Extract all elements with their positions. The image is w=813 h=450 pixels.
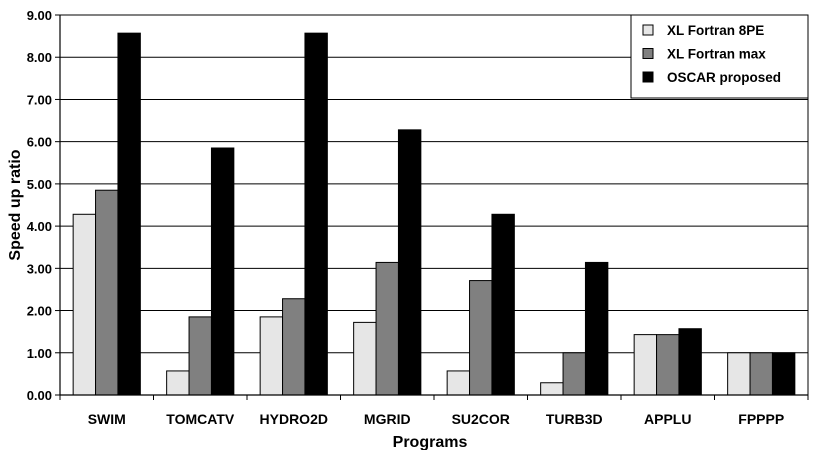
y-axis-title: Speed up ratio — [7, 149, 24, 260]
bar-turb3d-series-1 — [540, 382, 564, 396]
legend-label: XL Fortran 8PE — [667, 23, 764, 38]
legend-box — [630, 14, 809, 99]
x-tick-label: SU2COR — [452, 411, 510, 427]
bar-applu-series-1 — [633, 334, 658, 396]
y-tick-label: 0.00 — [27, 388, 52, 403]
y-tick-label: 1.00 — [27, 346, 52, 361]
gridlines — [60, 14, 808, 354]
bars — [72, 32, 796, 396]
bar-su2cor-series-3 — [491, 213, 515, 396]
x-tick-label: MGRID — [364, 411, 411, 427]
bar-fpppp-series-1 — [727, 352, 751, 396]
bar-applu-series-2 — [656, 334, 680, 396]
y-tick-label: 3.00 — [27, 261, 52, 276]
bar-tomcatv-series-3 — [210, 147, 235, 396]
y-tick-label: 5.00 — [27, 177, 52, 192]
y-tick-label: 9.00 — [27, 8, 52, 23]
legend-label: XL Fortran max — [667, 47, 766, 62]
bar-swim-series-3 — [117, 32, 141, 396]
x-tick-label: TURB3D — [546, 411, 603, 427]
x-tick-label: FPPPP — [738, 411, 784, 427]
y-tick-label: 6.00 — [27, 135, 52, 150]
bar-applu-series-3 — [678, 328, 702, 396]
legend-swatch — [642, 48, 654, 59]
bar-hydro2d-series-3 — [304, 32, 328, 396]
bar-mgrid-series-3 — [397, 129, 422, 396]
y-tick-labels: 0.00 1.00 2.00 3.00 4.00 5.00 6.00 7.00 8.00 9.00 — [27, 8, 52, 403]
x-tick-label: SWIM — [88, 411, 126, 427]
bar-swim-series-1 — [72, 213, 97, 396]
bar-hydro2d-series-2 — [282, 298, 306, 396]
bar-mgrid-series-2 — [375, 261, 399, 396]
x-tick-labels: SWIM TOMCATV HYDRO2D MGRID SU2COR TURB3D APPLU… — [88, 411, 785, 427]
bar-turb3d-series-2 — [562, 352, 586, 396]
bar-fpppp-series-2 — [749, 352, 773, 396]
y-tick-label: 7.00 — [27, 92, 52, 107]
bar-tomcatv-series-1 — [166, 370, 190, 396]
x-tick-label: TOMCATV — [166, 411, 235, 427]
legend-label: OSCAR proposed — [667, 70, 781, 85]
bar-tomcatv-series-2 — [188, 316, 212, 396]
legend-swatch — [642, 24, 654, 36]
legend: XL Fortran 8PE XL Fortran max OSCAR propos… — [630, 14, 809, 99]
bar-hydro2d-series-1 — [259, 316, 284, 396]
y-tick-label: 8.00 — [27, 50, 52, 65]
x-axis-title: Programs — [393, 434, 468, 450]
bar-fpppp-series-3 — [771, 352, 796, 396]
y-tick-label: 2.00 — [27, 304, 52, 319]
bar-turb3d-series-3 — [584, 261, 609, 396]
bar-mgrid-series-1 — [353, 321, 377, 396]
x-tick-label: HYDRO2D — [260, 411, 328, 427]
legend-swatch — [642, 71, 654, 83]
bar-su2cor-series-1 — [446, 370, 471, 396]
bar-swim-series-2 — [95, 189, 119, 396]
bar-su2cor-series-2 — [469, 280, 493, 396]
x-tick-label: APPLU — [644, 411, 691, 427]
y-tick-label: 4.00 — [27, 219, 52, 234]
